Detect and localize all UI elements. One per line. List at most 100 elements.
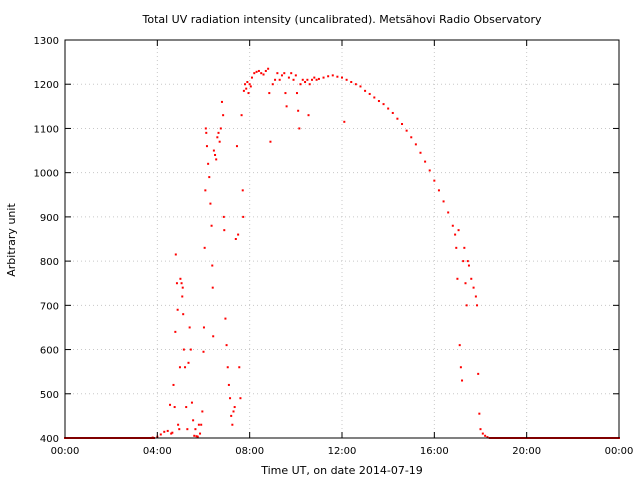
data-point — [462, 260, 465, 263]
data-point — [368, 92, 371, 95]
data-point — [271, 83, 274, 86]
data-point — [414, 143, 417, 146]
data-point — [230, 414, 233, 417]
data-point — [173, 406, 176, 409]
data-point — [193, 434, 196, 437]
data-point — [226, 366, 229, 369]
data-point — [481, 432, 484, 435]
data-point — [215, 158, 218, 161]
data-point — [382, 103, 385, 106]
x-tick-label: 20:00 — [512, 446, 541, 457]
data-point — [195, 435, 198, 438]
data-point — [248, 83, 251, 86]
x-tick-label: 08:00 — [235, 446, 264, 457]
data-point — [463, 246, 466, 249]
data-point — [232, 410, 235, 413]
data-point — [212, 335, 215, 338]
x-tick-label: 12:00 — [328, 446, 357, 457]
data-point — [442, 200, 445, 203]
data-point — [179, 277, 182, 280]
data-point — [345, 78, 348, 81]
y-axis-ticks: 400 500 600 700 800 900 1000 1100 1200 1300 — [34, 36, 619, 445]
grid — [64, 39, 620, 439]
data-point — [245, 87, 248, 90]
data-point — [211, 286, 214, 289]
data-point — [217, 131, 220, 134]
data-point — [377, 100, 380, 103]
data-point — [304, 81, 307, 84]
data-point — [247, 92, 250, 95]
data-point — [478, 412, 481, 415]
data-point — [428, 169, 431, 172]
data-point — [276, 72, 279, 75]
data-point — [189, 348, 192, 351]
data-point — [336, 75, 339, 78]
data-point — [202, 326, 205, 329]
data-point — [315, 78, 318, 81]
data-point — [212, 149, 215, 152]
y-tick-label: 600 — [40, 346, 59, 357]
data-point — [249, 85, 252, 88]
y-tick-label: 1200 — [34, 80, 59, 91]
data-point — [269, 140, 272, 143]
y-tick-label: 1100 — [34, 124, 59, 135]
y-tick-label: 900 — [40, 213, 59, 224]
data-point — [433, 179, 436, 182]
data-point — [313, 76, 316, 79]
chart-title: Total UV radiation intensity (uncalibrat… — [142, 13, 542, 26]
data-point — [387, 107, 390, 110]
data-point — [447, 211, 450, 214]
data-point — [210, 224, 213, 227]
data-point — [287, 76, 290, 79]
data-point — [209, 202, 212, 205]
data-point — [253, 72, 256, 75]
data-point — [401, 123, 404, 126]
data-point — [343, 120, 346, 123]
data-point — [267, 67, 270, 70]
y-tick-label: 1000 — [34, 169, 59, 180]
data-point — [194, 428, 197, 431]
data-points — [64, 67, 620, 439]
data-point — [364, 89, 367, 92]
data-point — [474, 295, 477, 298]
data-point — [307, 114, 310, 117]
data-point — [174, 253, 177, 256]
data-point — [242, 89, 245, 92]
data-point — [317, 77, 320, 80]
x-tick-label: 00:00 — [51, 446, 80, 457]
data-point — [225, 344, 228, 347]
data-point — [187, 361, 190, 364]
data-point — [246, 81, 249, 84]
data-point — [239, 397, 242, 400]
data-point — [437, 189, 440, 192]
data-point — [184, 366, 187, 369]
data-point — [476, 304, 479, 307]
data-point — [322, 76, 325, 79]
data-point — [204, 127, 207, 130]
data-point — [211, 264, 214, 267]
data-point — [242, 215, 245, 218]
data-point — [196, 435, 199, 438]
data-point — [472, 286, 475, 289]
y-tick-label: 700 — [40, 301, 59, 312]
data-point — [202, 350, 205, 353]
x-axis-label: Time UT, on date 2014-07-19 — [260, 464, 423, 477]
data-point — [181, 295, 184, 298]
data-point — [235, 145, 238, 148]
data-point — [172, 383, 175, 386]
data-point — [470, 277, 473, 280]
data-point — [216, 136, 219, 139]
data-point — [327, 75, 330, 78]
data-point — [299, 83, 302, 86]
data-point — [182, 348, 185, 351]
data-point — [484, 434, 487, 437]
data-point — [219, 127, 222, 130]
data-point — [170, 432, 173, 435]
data-point — [292, 78, 295, 81]
data-point — [477, 372, 480, 375]
data-point — [278, 78, 281, 81]
data-point — [354, 83, 357, 86]
data-point — [359, 85, 362, 88]
data-point — [464, 282, 467, 285]
